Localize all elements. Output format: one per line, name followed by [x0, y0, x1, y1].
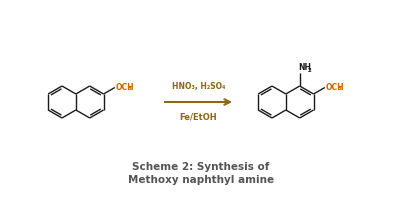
Text: HNO₃, H₂SO₄: HNO₃, H₂SO₄ [172, 82, 225, 91]
Text: 3: 3 [127, 86, 131, 92]
Text: OCH: OCH [116, 83, 135, 92]
Text: OCH: OCH [326, 83, 345, 92]
Text: Fe/EtOH: Fe/EtOH [180, 113, 217, 122]
Text: 2: 2 [308, 67, 312, 73]
Text: 3: 3 [337, 86, 341, 92]
Text: Scheme 2: Synthesis of: Scheme 2: Synthesis of [132, 162, 270, 172]
Text: NH: NH [299, 62, 312, 72]
Text: Methoxy naphthyl amine: Methoxy naphthyl amine [128, 175, 274, 185]
